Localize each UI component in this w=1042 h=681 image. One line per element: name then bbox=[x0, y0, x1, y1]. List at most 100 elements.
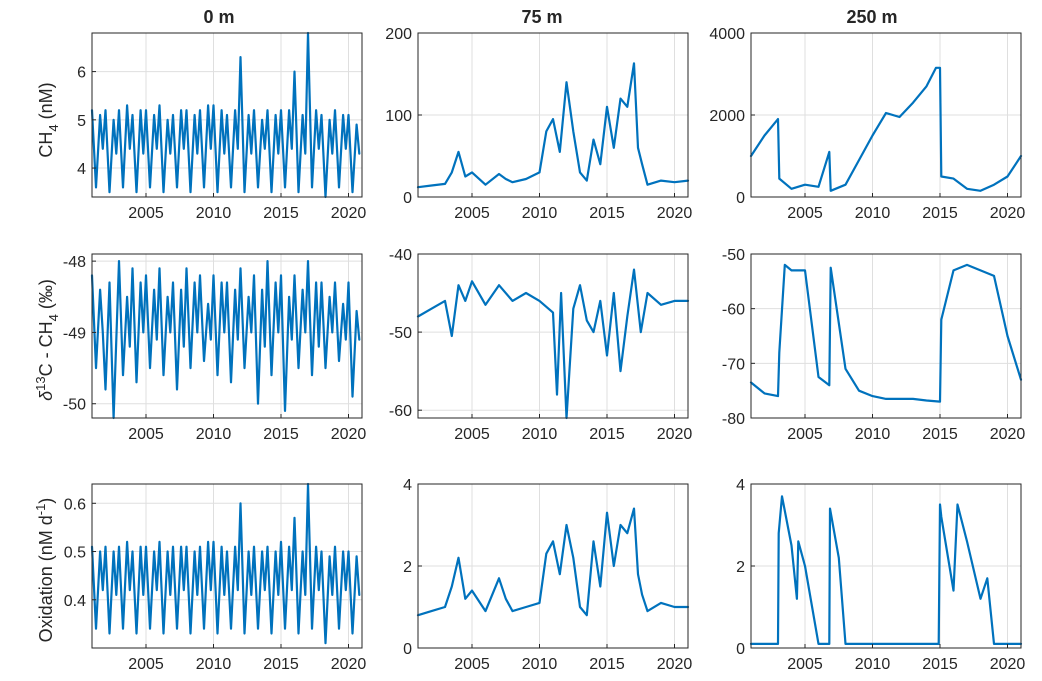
ylabel-ch4-sub: 4 bbox=[46, 124, 61, 131]
axes-box-d13c_75m bbox=[417, 253, 689, 419]
x-tick-label-2005: 2005 bbox=[787, 656, 823, 673]
column-title-0m: 0 m bbox=[203, 7, 234, 27]
x-tick-label-2010: 2010 bbox=[855, 205, 891, 222]
x-tick-label-2015: 2015 bbox=[922, 656, 958, 673]
column-title-75m: 75 m bbox=[521, 7, 562, 27]
x-tick-label-2010: 2010 bbox=[196, 656, 232, 673]
y-tick-label--49: -49 bbox=[63, 325, 86, 342]
y-tick-label--40: -40 bbox=[389, 247, 412, 264]
x-tick-label-2005: 2005 bbox=[787, 205, 823, 222]
x-tick-label-2015: 2015 bbox=[922, 426, 958, 443]
x-tick-label-2015: 2015 bbox=[263, 205, 299, 222]
y-tick-label--80: -80 bbox=[722, 411, 745, 428]
y-tick-label-4: 4 bbox=[736, 477, 745, 494]
column-title-250m: 250 m bbox=[846, 7, 897, 27]
y-tick-label-0.6: 0.6 bbox=[64, 496, 86, 513]
x-tick-label-2010: 2010 bbox=[855, 426, 891, 443]
y-tick-label-0: 0 bbox=[736, 641, 745, 658]
x-tick-label-2005: 2005 bbox=[128, 205, 164, 222]
x-tick-label-2020: 2020 bbox=[657, 656, 693, 673]
ylabel-d13c-delta: δ bbox=[36, 390, 56, 401]
x-tick-label-2005: 2005 bbox=[787, 426, 823, 443]
ylabel-d13c-mid: C - CH bbox=[36, 321, 56, 376]
ylabel-d13c: δ13C - CH4 (‰) bbox=[33, 279, 61, 401]
y-tick-label-2: 2 bbox=[736, 559, 745, 576]
y-tick-label-4: 4 bbox=[403, 477, 412, 494]
axes-box-d13c_250m bbox=[750, 253, 1022, 419]
y-tick-label-4000: 4000 bbox=[709, 26, 745, 43]
ylabel-d13c-sub: 4 bbox=[46, 314, 61, 321]
x-tick-label-2020: 2020 bbox=[657, 426, 693, 443]
axes-box-ox_0m bbox=[91, 483, 363, 649]
y-tick-label-2000: 2000 bbox=[709, 108, 745, 125]
axes-box-ch4_0m bbox=[91, 32, 363, 198]
x-tick-label-2020: 2020 bbox=[331, 426, 367, 443]
y-tick-label-0.5: 0.5 bbox=[64, 545, 86, 562]
series-line-ch4_250m-0 bbox=[749, 66, 1023, 192]
x-tick-label-2015: 2015 bbox=[589, 426, 625, 443]
y-tick-label-2: 2 bbox=[403, 559, 412, 576]
y-tick-label-100: 100 bbox=[385, 108, 412, 125]
panel-ox_250m: 2005 2010 2015 2020 0 2 4 bbox=[736, 477, 1025, 673]
ylabel-oxidation: Oxidation (nM d-1) bbox=[33, 498, 56, 643]
panel-d13c_0m: 2005 2010 2015 2020 -50 -49 -48 bbox=[63, 253, 367, 443]
series-line-ch4_0m-0 bbox=[90, 31, 361, 199]
x-tick-label-2020: 2020 bbox=[990, 205, 1026, 222]
y-axis-labels: CH4 (nM) δ13C - CH4 (‰) Oxidation (nM d-… bbox=[33, 82, 61, 642]
x-tick-label-2015: 2015 bbox=[263, 656, 299, 673]
y-tick-label-6: 6 bbox=[77, 65, 86, 82]
y-tick-label--70: -70 bbox=[722, 356, 745, 373]
panel-ch4_0m: 2005 2010 2015 2020 4 5 6 bbox=[77, 31, 366, 222]
ylabel-ch4-base: CH bbox=[36, 132, 56, 158]
ylabel-ch4: CH4 (nM) bbox=[36, 82, 61, 157]
y-tick-label--50: -50 bbox=[722, 247, 745, 264]
x-tick-label-2020: 2020 bbox=[990, 656, 1026, 673]
y-tick-label-0.4: 0.4 bbox=[64, 593, 86, 610]
x-tick-label-2010: 2010 bbox=[522, 426, 558, 443]
y-tick-label--48: -48 bbox=[63, 254, 86, 271]
ylabel-oxidation-sup: -1 bbox=[33, 504, 48, 516]
ylabel-oxidation-base: Oxidation (nM d bbox=[36, 515, 56, 642]
y-tick-label-200: 200 bbox=[385, 26, 412, 43]
x-tick-label-2020: 2020 bbox=[331, 656, 367, 673]
x-tick-label-2020: 2020 bbox=[990, 426, 1026, 443]
x-tick-label-2010: 2010 bbox=[522, 656, 558, 673]
y-tick-label-0: 0 bbox=[736, 190, 745, 207]
x-tick-label-2005: 2005 bbox=[454, 205, 490, 222]
series-line-d13c_75m-0 bbox=[416, 268, 690, 420]
ylabel-oxidation-tail: ) bbox=[36, 498, 56, 504]
ylabel-d13c-tail: (‰) bbox=[36, 279, 56, 314]
panel-ch4_250m: 2005 2010 2015 2020 0 2000 4000 bbox=[709, 26, 1025, 222]
y-tick-label-4: 4 bbox=[77, 161, 86, 178]
y-tick-label-0: 0 bbox=[403, 190, 412, 207]
axes-box-d13c_0m bbox=[91, 253, 363, 419]
x-tick-label-2005: 2005 bbox=[128, 656, 164, 673]
panel-d13c_75m: 2005 2010 2015 2020 -60 -50 -40 bbox=[389, 247, 693, 443]
series-line-ox_250m-0 bbox=[749, 495, 1023, 645]
series-line-ox_0m-0 bbox=[90, 482, 361, 645]
x-tick-label-2020: 2020 bbox=[657, 205, 693, 222]
series-line-ch4_75m-0 bbox=[416, 62, 690, 189]
y-tick-label-0: 0 bbox=[403, 641, 412, 658]
y-tick-label--60: -60 bbox=[389, 403, 412, 420]
panel-ox_75m: 2005 2010 2015 2020 0 2 4 bbox=[403, 477, 692, 673]
x-tick-label-2005: 2005 bbox=[454, 426, 490, 443]
y-tick-label--60: -60 bbox=[722, 302, 745, 319]
panel-ch4_75m: 2005 2010 2015 2020 0 100 200 bbox=[385, 26, 692, 222]
series-line-d13c_250m-0 bbox=[749, 263, 1023, 403]
series-line-d13c_0m-0 bbox=[90, 260, 361, 420]
x-tick-label-2010: 2010 bbox=[855, 656, 891, 673]
x-tick-label-2015: 2015 bbox=[922, 205, 958, 222]
x-tick-label-2010: 2010 bbox=[196, 426, 232, 443]
y-tick-label--50: -50 bbox=[63, 397, 86, 414]
x-tick-label-2015: 2015 bbox=[589, 656, 625, 673]
series-line-ox_75m-0 bbox=[416, 507, 690, 617]
y-tick-label--50: -50 bbox=[389, 325, 412, 342]
x-tick-label-2010: 2010 bbox=[522, 205, 558, 222]
column-titles: 0 m 75 m 250 m bbox=[203, 7, 897, 27]
ylabel-d13c-sup: 13 bbox=[33, 376, 48, 390]
x-tick-label-2005: 2005 bbox=[454, 656, 490, 673]
panel-ox_0m: 2005 2010 2015 2020 0.4 0.5 0.6 bbox=[64, 482, 367, 673]
